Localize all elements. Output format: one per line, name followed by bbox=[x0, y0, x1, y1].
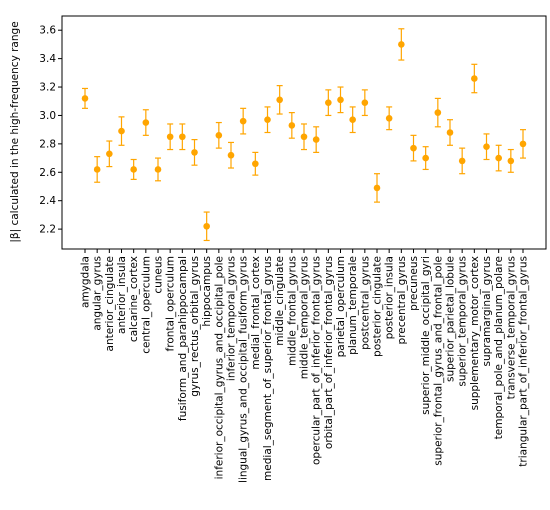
data-point bbox=[154, 166, 162, 173]
y-tick-label: 3.2 bbox=[39, 82, 56, 94]
y-axis: 2.2 2.4 2.6 2.8 3.0 3.2 3.4 3.6 bbox=[39, 25, 62, 236]
y-tick-label: 2.6 bbox=[39, 167, 56, 179]
data-point bbox=[312, 136, 320, 143]
data-point bbox=[495, 154, 502, 162]
data-point bbox=[325, 99, 332, 106]
x-axis: amygdala angular_gyrus anterior_cingulate a… bbox=[80, 249, 530, 483]
data-point bbox=[106, 150, 113, 158]
x-tick-label: posterior_insula bbox=[384, 256, 396, 339]
data-points bbox=[81, 41, 527, 230]
y-axis-label: |β| calculated in the high-frequency ran… bbox=[9, 21, 21, 242]
x-tick-label: precentral_gyrus bbox=[396, 256, 408, 344]
x-tick-label: inferior_temporal_gyrus bbox=[226, 256, 238, 381]
y-tick-label: 2.4 bbox=[39, 195, 56, 207]
x-tick-label: cuneus bbox=[153, 256, 165, 294]
y-tick-label: 3.4 bbox=[39, 53, 56, 65]
x-tick-label: frontal_operculum bbox=[165, 256, 177, 351]
x-tick-label: supplementary_motor_cortex bbox=[469, 256, 481, 410]
data-point bbox=[373, 184, 381, 192]
data-point bbox=[239, 117, 247, 125]
data-point bbox=[398, 41, 405, 48]
x-tick-label: fusiform_and_parahippocampal bbox=[177, 256, 189, 421]
data-point bbox=[81, 95, 89, 102]
data-point bbox=[130, 166, 137, 173]
y-tick-label: 2.2 bbox=[39, 224, 56, 236]
data-point bbox=[203, 222, 210, 230]
x-tick-label: supramarginal_gyrus bbox=[481, 256, 493, 367]
x-tick-label: temporal_pole_and_planum_polare bbox=[493, 256, 505, 439]
y-tick-label: 2.8 bbox=[39, 138, 56, 150]
y-tick-label: 3.6 bbox=[39, 25, 56, 37]
x-tick-label: superior_middle_occipital_gyri bbox=[420, 256, 432, 415]
data-point bbox=[349, 116, 356, 124]
x-tick-label: gyrus_rectus_orbital_gyrus bbox=[189, 256, 201, 397]
y-tick-label: 3.0 bbox=[39, 110, 56, 122]
data-point bbox=[215, 132, 223, 139]
data-point bbox=[385, 114, 393, 122]
data-point bbox=[118, 127, 125, 135]
x-tick-label: lingual_gyrus_and_occipital_fusiform_gyr… bbox=[238, 256, 250, 483]
x-tick-label: middle_temporal_gyrus bbox=[299, 256, 311, 379]
data-point bbox=[519, 140, 527, 148]
x-tick-label: medial_segment_of_superior_frontal_gyrus bbox=[262, 256, 274, 481]
x-tick-label: hippocampus bbox=[201, 256, 213, 327]
data-point bbox=[471, 75, 478, 82]
x-tick-label: postcentral_gyrus bbox=[359, 256, 371, 350]
data-point bbox=[191, 149, 198, 156]
data-point bbox=[227, 151, 235, 159]
x-tick-label: precuneus bbox=[408, 256, 420, 311]
x-tick-label: middle_cingulate bbox=[274, 256, 286, 346]
x-tick-label: calcarine_cortex bbox=[128, 256, 140, 342]
x-tick-label: superior_frontal_gyrus_and_frontal_pole bbox=[432, 256, 444, 466]
data-point bbox=[507, 157, 515, 165]
data-point bbox=[410, 144, 417, 152]
x-tick-label: anterior_cingulate bbox=[104, 256, 116, 351]
x-tick-label: posterior_cingulate bbox=[372, 256, 384, 357]
data-point bbox=[276, 96, 283, 104]
data-point bbox=[361, 99, 369, 106]
data-point bbox=[166, 133, 174, 141]
data-point bbox=[142, 119, 150, 126]
data-point bbox=[483, 143, 490, 151]
data-point bbox=[458, 157, 466, 165]
data-point bbox=[300, 133, 308, 141]
x-tick-label: middle_frontal_gyrus bbox=[286, 256, 298, 366]
data-point bbox=[93, 166, 101, 173]
x-tick-label: angular_gyrus bbox=[92, 256, 104, 331]
x-tick-label: anterior_insula bbox=[116, 256, 128, 334]
x-tick-label: transverse_temporal_gyrus bbox=[505, 256, 517, 399]
data-point bbox=[337, 96, 344, 104]
data-point bbox=[446, 129, 454, 136]
data-point bbox=[179, 133, 186, 141]
data-point bbox=[264, 116, 271, 124]
x-tick-label: opercular_part_of_inferior_frontal_gyrus bbox=[311, 256, 323, 465]
x-tick-label: parietal_operculum bbox=[335, 256, 347, 357]
data-point bbox=[422, 154, 429, 162]
x-tick-label: inferior_occipital_gyrus_and_occipital_p… bbox=[213, 256, 225, 479]
x-tick-label: superior_parietal_lobule bbox=[445, 256, 457, 382]
x-tick-label: medial_frontal_cortex bbox=[250, 256, 262, 370]
x-tick-label: amygdala bbox=[80, 256, 92, 308]
x-tick-label: planum_temporale bbox=[347, 256, 359, 355]
data-point bbox=[434, 109, 442, 116]
x-tick-label: central_operculum bbox=[140, 256, 152, 354]
x-tick-label: triangular_part_of_inferior_frontal_gyru… bbox=[518, 256, 530, 467]
x-tick-label: superior_temporal_gyrus bbox=[457, 256, 469, 387]
data-point bbox=[288, 122, 296, 129]
x-tick-label: orbital_part_of_inferior_frontal_gyrus bbox=[323, 256, 335, 449]
data-point bbox=[252, 160, 259, 168]
